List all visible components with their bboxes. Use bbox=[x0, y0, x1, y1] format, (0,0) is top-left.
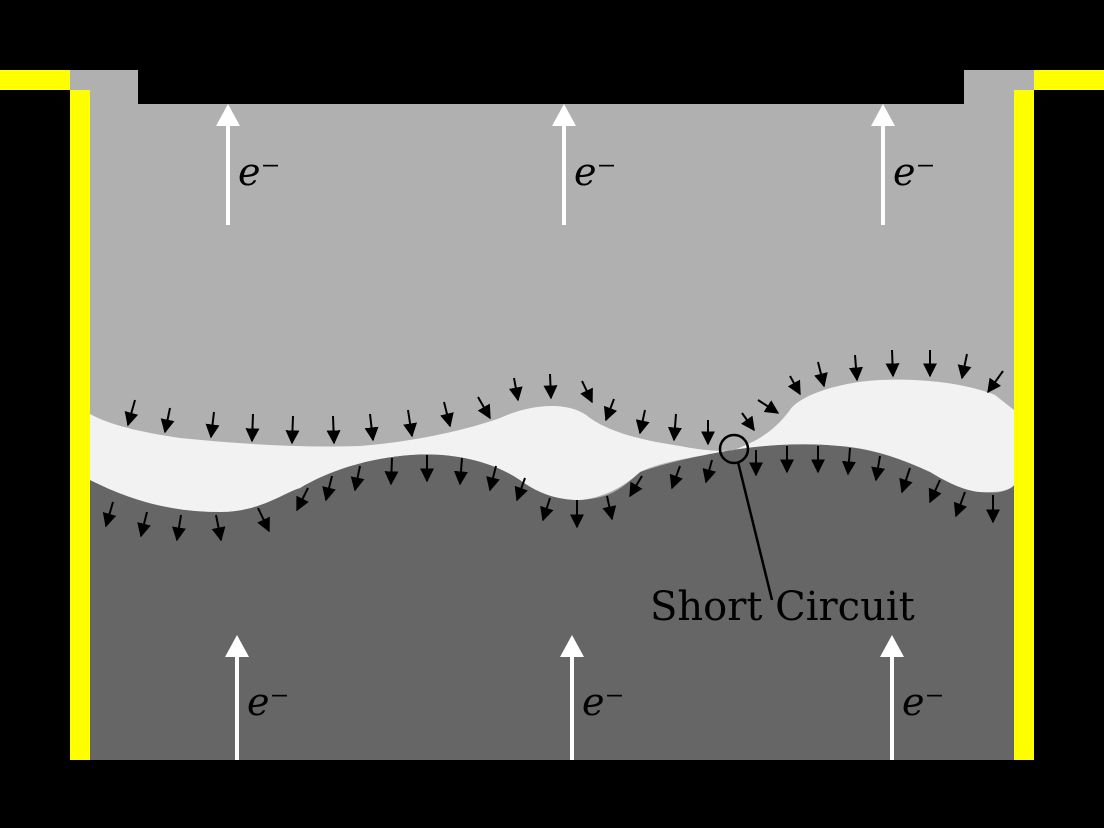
field-arrow bbox=[841, 447, 856, 476]
electron-label: e⁻ bbox=[247, 680, 290, 724]
field-arrow bbox=[440, 401, 454, 428]
electron-arrow: e⁻ bbox=[871, 104, 936, 225]
field-arrow bbox=[667, 413, 682, 442]
electron-flow: e⁻ e⁻ e⁻ e⁻ e⁻ e⁻ bbox=[216, 104, 945, 760]
field-arrow bbox=[403, 409, 418, 438]
field-arrow bbox=[953, 491, 967, 518]
field-arrow bbox=[285, 415, 300, 445]
field-arrow bbox=[137, 511, 151, 538]
field-arrow bbox=[326, 415, 341, 445]
electron-arrow: e⁻ bbox=[880, 635, 945, 760]
field-arrow bbox=[296, 487, 309, 512]
electron-arrow: e⁻ bbox=[225, 635, 290, 760]
field-arrows bbox=[102, 349, 1004, 542]
field-arrow bbox=[885, 349, 900, 378]
field-arrow bbox=[899, 467, 913, 494]
field-arrow bbox=[477, 396, 491, 420]
field-arrow bbox=[629, 475, 643, 498]
short-circuit-label: Short Circuit bbox=[650, 584, 915, 630]
electron-label: e⁻ bbox=[893, 150, 936, 194]
electron-arrow: e⁻ bbox=[216, 104, 281, 225]
field-arrow bbox=[160, 407, 175, 434]
field-arrow bbox=[635, 409, 650, 435]
field-arrow bbox=[486, 465, 500, 492]
left-collector bbox=[0, 70, 90, 760]
field-arrow bbox=[350, 465, 365, 492]
field-arrow bbox=[364, 413, 379, 442]
field-arrow bbox=[257, 507, 270, 533]
top-gap bbox=[138, 0, 964, 104]
electron-label: e⁻ bbox=[238, 150, 281, 194]
field-arrow bbox=[205, 411, 220, 439]
field-arrow bbox=[603, 398, 618, 422]
electron-label: e⁻ bbox=[582, 680, 625, 724]
field-arrow bbox=[757, 399, 780, 414]
field-arrow bbox=[602, 495, 617, 521]
field-arrow bbox=[787, 375, 801, 396]
short-circuit-marker bbox=[718, 433, 750, 465]
field-arrow bbox=[669, 465, 683, 490]
field-arrow bbox=[540, 497, 554, 522]
gap-region bbox=[90, 379, 1014, 512]
field-arrow bbox=[543, 373, 558, 400]
field-arrow bbox=[871, 455, 885, 482]
field-arrow bbox=[245, 413, 260, 443]
field-arrow bbox=[741, 412, 755, 432]
field-arrow bbox=[172, 514, 186, 542]
field-arrow bbox=[124, 399, 139, 427]
field-arrow bbox=[957, 353, 972, 380]
annotation-leader-line bbox=[736, 461, 774, 601]
field-arrow bbox=[849, 354, 863, 382]
field-arrow bbox=[580, 380, 593, 404]
electron-label: e⁻ bbox=[574, 150, 617, 194]
field-arrow bbox=[702, 459, 717, 484]
right-collector bbox=[1014, 70, 1104, 760]
field-arrow bbox=[453, 457, 468, 486]
field-arrow bbox=[928, 479, 942, 504]
electron-arrow: e⁻ bbox=[552, 104, 617, 225]
field-arrow bbox=[987, 370, 1004, 394]
field-arrow bbox=[102, 501, 117, 528]
electron-label: e⁻ bbox=[902, 680, 945, 724]
lower-electrode bbox=[90, 444, 1014, 760]
electron-arrow: e⁻ bbox=[560, 635, 625, 760]
field-arrow bbox=[814, 361, 828, 388]
field-arrow bbox=[384, 457, 399, 486]
field-arrow bbox=[322, 475, 336, 502]
field-arrow bbox=[211, 514, 226, 542]
field-arrow bbox=[508, 377, 523, 402]
field-arrow bbox=[514, 477, 528, 502]
